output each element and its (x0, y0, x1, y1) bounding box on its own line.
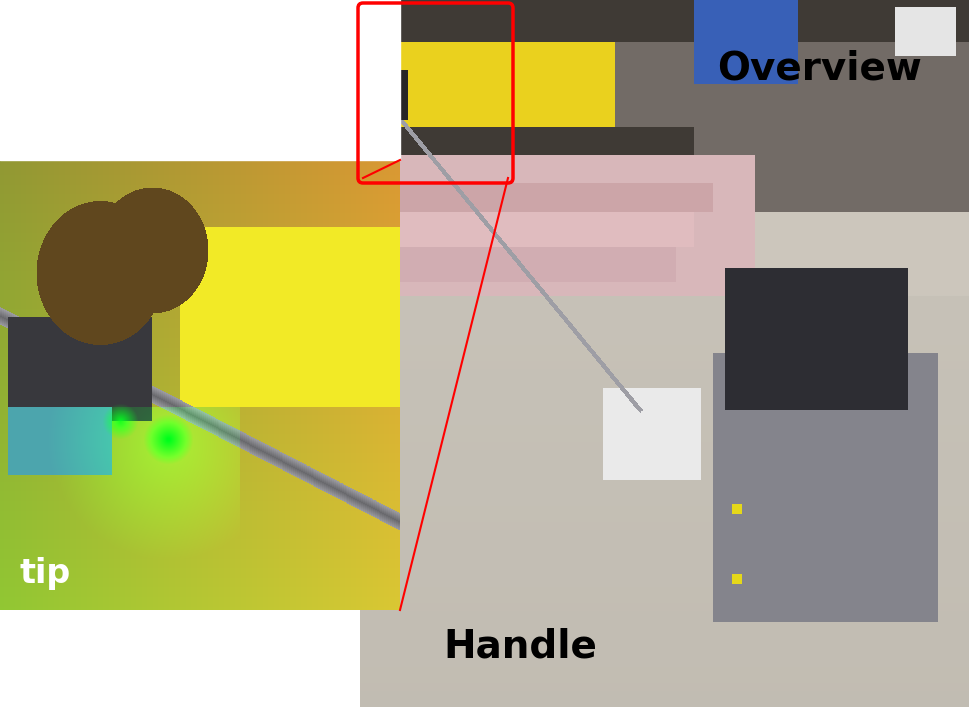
Text: tip: tip (20, 557, 72, 590)
Text: Handle: Handle (443, 627, 597, 665)
Text: Overview: Overview (718, 50, 922, 88)
